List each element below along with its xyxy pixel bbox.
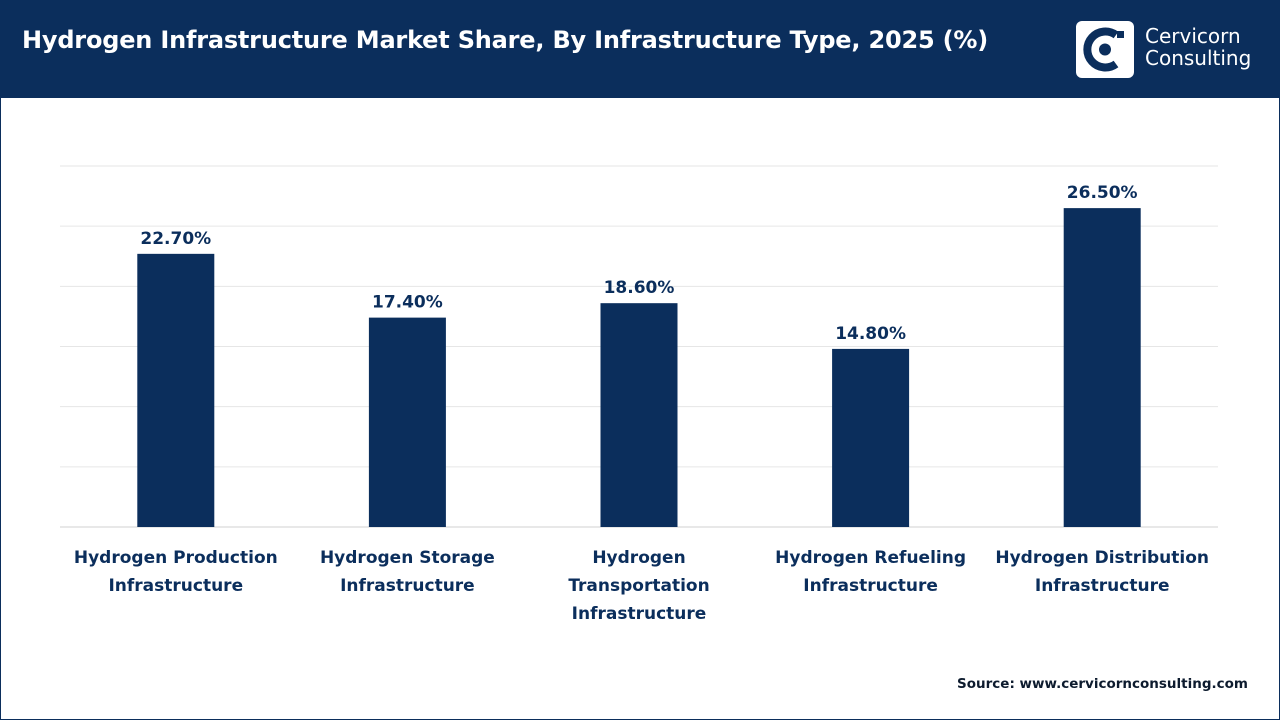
data-label: 26.50% xyxy=(1067,183,1138,203)
source-note: Source: www.cervicornconsulting.com xyxy=(957,676,1248,692)
bar xyxy=(368,317,446,527)
bars xyxy=(137,208,1141,528)
header-banner: Hydrogen Infrastructure Market Share, By… xyxy=(0,0,1280,98)
category-label: Hydrogen xyxy=(592,548,685,568)
brand-line-1: Cervicorn xyxy=(1145,24,1241,48)
cervicorn-logo-icon xyxy=(1076,21,1134,78)
bar xyxy=(832,348,910,527)
category-label: Hydrogen Production xyxy=(74,548,278,568)
chart-title: Hydrogen Infrastructure Market Share, By… xyxy=(22,26,988,54)
bar xyxy=(137,253,215,528)
data-label: 22.70% xyxy=(140,229,211,249)
data-label: 18.60% xyxy=(604,278,675,298)
brand-line-2: Consulting xyxy=(1145,46,1252,70)
category-label: Infrastructure xyxy=(572,604,707,624)
category-label: Infrastructure xyxy=(1035,576,1170,596)
category-labels: Hydrogen Production Infrastructure Hydroge… xyxy=(74,548,1209,624)
data-labels: 22.70% 17.40% 18.60% 14.80% 26.50% xyxy=(140,183,1137,344)
category-label: Infrastructure xyxy=(803,576,938,596)
bar xyxy=(600,303,678,527)
bar xyxy=(1063,208,1141,527)
category-label: Infrastructure xyxy=(340,576,475,596)
data-label: 17.40% xyxy=(372,293,443,313)
data-label: 14.80% xyxy=(835,324,906,344)
category-label: Hydrogen Distribution xyxy=(995,548,1209,568)
category-label: Hydrogen Refueling xyxy=(775,548,966,568)
category-label: Hydrogen Storage xyxy=(320,548,495,568)
brand-name: Cervicorn Consulting xyxy=(1145,25,1251,69)
category-label: Transportation xyxy=(568,576,709,596)
category-label: Infrastructure xyxy=(108,576,243,596)
